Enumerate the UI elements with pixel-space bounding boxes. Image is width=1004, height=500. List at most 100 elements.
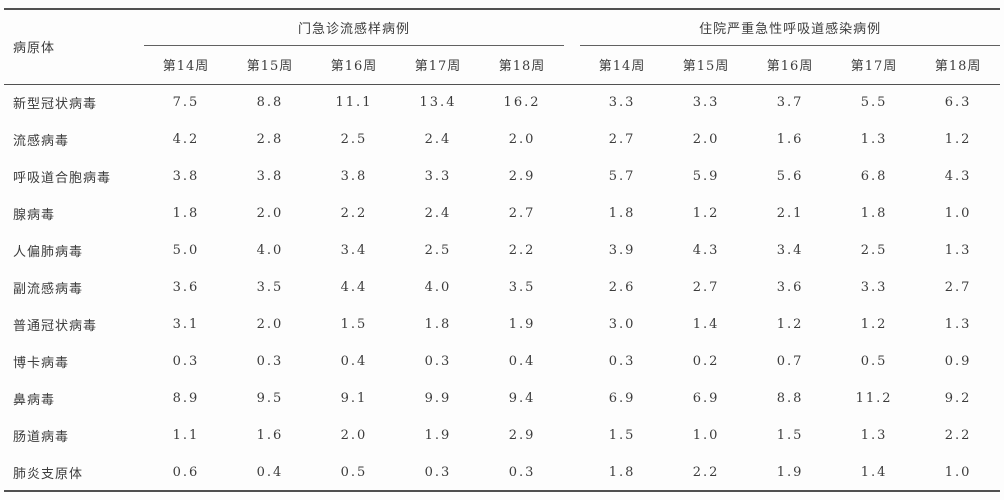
value-cell-outpatient: 2.7 — [508, 206, 536, 221]
value-cell-outpatient: 0.3 — [424, 464, 452, 480]
pathogen-cell: 博卡病毒 — [13, 356, 70, 371]
value-cell-outpatient: 2.4 — [424, 132, 452, 147]
value-cell-hospitalized: 1.2 — [944, 132, 972, 147]
value-cell-outpatient: 3.5 — [256, 280, 284, 295]
value-cell-outpatient: 0.3 — [424, 354, 452, 369]
value-cell-outpatient: 0.4 — [508, 354, 536, 369]
table-row: 博卡病毒 0.3 0.3 0.4 0.3 0.4 0.3 0.2 0.7 0.5 0.9 — [4, 343, 1000, 380]
value-cell-hospitalized: 6.9 — [692, 391, 720, 406]
value-cell-hospitalized: 1.8 — [860, 206, 888, 221]
value-cell-hospitalized: 5.5 — [860, 95, 888, 111]
value-cell-hospitalized: 0.7 — [776, 354, 804, 369]
value-cell-hospitalized: 0.3 — [608, 354, 636, 369]
value-cell-outpatient: 2.5 — [340, 132, 368, 147]
value-cell-outpatient: 2.0 — [508, 132, 536, 147]
value-cell-outpatient: 2.0 — [256, 206, 284, 221]
value-cell-outpatient: 0.4 — [256, 464, 284, 480]
week-header: 第15周 — [228, 45, 312, 85]
value-cell-hospitalized: 1.4 — [692, 317, 720, 332]
value-cell-outpatient: 2.5 — [424, 243, 452, 258]
value-cell-hospitalized: 0.9 — [944, 354, 972, 369]
value-cell-hospitalized: 1.0 — [692, 428, 720, 443]
value-cell-hospitalized: 1.2 — [776, 317, 804, 332]
table-row: 腺病毒 1.8 2.0 2.2 2.4 2.7 1.8 1.2 2.1 1.8 1.0 — [4, 195, 1000, 232]
pathogen-cell: 肺炎支原体 — [13, 466, 84, 482]
value-cell-outpatient: 2.9 — [508, 169, 536, 184]
value-cell-hospitalized: 1.3 — [944, 317, 972, 332]
value-cell-outpatient: 0.4 — [340, 354, 368, 369]
group-gap-spacer — [564, 158, 580, 195]
value-cell-hospitalized: 1.3 — [860, 132, 888, 147]
value-cell-outpatient: 3.6 — [172, 280, 200, 295]
value-cell-hospitalized: 2.2 — [944, 428, 972, 443]
value-cell-outpatient: 2.9 — [508, 428, 536, 443]
table-row: 鼻病毒 8.9 9.5 9.1 9.9 9.4 6.9 6.9 8.8 11.2 9.2 — [4, 380, 1000, 417]
pathogen-cell: 人偏肺病毒 — [13, 245, 84, 260]
value-cell-outpatient: 0.3 — [172, 354, 200, 369]
table-row: 流感病毒 4.2 2.8 2.5 2.4 2.0 2.7 2.0 1.6 1.3 1.2 — [4, 121, 1000, 158]
value-cell-hospitalized: 1.0 — [944, 464, 972, 480]
value-cell-outpatient: 9.1 — [340, 391, 368, 406]
value-cell-outpatient: 3.8 — [340, 169, 368, 184]
group-gap-spacer — [564, 232, 580, 269]
value-cell-outpatient: 3.1 — [172, 317, 200, 332]
group-gap-spacer — [564, 343, 580, 380]
value-cell-hospitalized: 2.1 — [776, 206, 804, 221]
value-cell-outpatient: 2.2 — [340, 206, 368, 221]
value-cell-hospitalized: 1.0 — [944, 206, 972, 221]
pathogen-column-header: 病原体 — [4, 9, 144, 85]
value-cell-outpatient: 3.8 — [256, 169, 284, 184]
table-row: 呼吸道合胞病毒 3.8 3.8 3.8 3.3 2.9 5.7 5.9 5.6 6.8 4.3 — [4, 158, 1000, 195]
value-cell-hospitalized: 1.5 — [776, 428, 804, 443]
group-gap-spacer — [564, 454, 580, 491]
value-cell-outpatient: 8.9 — [172, 391, 200, 406]
value-cell-outpatient: 1.6 — [256, 428, 284, 443]
value-cell-hospitalized: 6.8 — [860, 169, 888, 184]
pathogen-cell: 肠道病毒 — [13, 430, 70, 445]
value-cell-outpatient: 16.2 — [503, 95, 541, 111]
week-header: 第18周 — [916, 45, 1001, 85]
value-cell-hospitalized: 5.9 — [692, 169, 720, 184]
week-header: 第16周 — [312, 45, 396, 85]
value-cell-hospitalized: 0.2 — [692, 354, 720, 369]
group-gap-spacer — [564, 195, 580, 232]
value-cell-hospitalized: 3.3 — [860, 280, 888, 295]
value-cell-hospitalized: 1.3 — [860, 428, 888, 443]
value-cell-hospitalized: 11.2 — [855, 391, 893, 406]
group-header-row: 病原体 门急诊流感样病例 住院严重急性呼吸道感染病例 — [4, 9, 1001, 85]
value-cell-hospitalized: 1.2 — [692, 206, 720, 221]
value-cell-hospitalized: 9.2 — [944, 391, 972, 406]
value-cell-hospitalized: 2.5 — [860, 243, 888, 258]
value-cell-hospitalized: 3.3 — [692, 95, 720, 111]
value-cell-outpatient: 2.4 — [424, 206, 452, 221]
value-cell-hospitalized: 2.6 — [608, 280, 636, 295]
value-cell-outpatient: 3.8 — [172, 169, 200, 184]
value-cell-outpatient: 2.0 — [340, 428, 368, 443]
week-header: 第14周 — [144, 45, 228, 85]
value-cell-outpatient: 9.9 — [424, 391, 452, 406]
pathogen-cell: 副流感病毒 — [13, 282, 84, 297]
value-cell-hospitalized: 3.0 — [608, 317, 636, 332]
value-cell-hospitalized: 3.4 — [776, 243, 804, 258]
value-cell-hospitalized: 1.2 — [860, 317, 888, 332]
value-cell-outpatient: 1.8 — [172, 206, 200, 221]
group-gap-spacer — [564, 84, 580, 121]
value-cell-hospitalized: 3.3 — [608, 95, 636, 111]
table-row: 普通冠状病毒 3.1 2.0 1.5 1.8 1.9 3.0 1.4 1.2 1.2 1.3 — [4, 306, 1000, 343]
pathogen-cell: 呼吸道合胞病毒 — [13, 171, 112, 186]
value-cell-hospitalized: 2.7 — [692, 280, 720, 295]
value-cell-hospitalized: 5.6 — [776, 169, 804, 184]
group-gap-spacer — [564, 269, 580, 306]
value-cell-hospitalized: 2.0 — [692, 132, 720, 147]
value-cell-outpatient: 4.4 — [340, 280, 368, 295]
table-row: 副流感病毒 3.6 3.5 4.4 4.0 3.5 2.6 2.7 3.6 3.3 2.7 — [4, 269, 1000, 306]
value-cell-outpatient: 1.5 — [340, 317, 368, 332]
value-cell-hospitalized: 1.4 — [860, 464, 888, 480]
value-cell-outpatient: 1.9 — [424, 428, 452, 443]
value-cell-outpatient: 0.5 — [340, 464, 368, 480]
value-cell-outpatient: 1.1 — [172, 428, 200, 443]
pathogen-positivity-table: 病原体 门急诊流感样病例 住院严重急性呼吸道感染病例 第14周 第15周 第16… — [4, 8, 1001, 492]
value-cell-hospitalized: 6.3 — [944, 95, 972, 111]
group-gap-spacer — [564, 417, 580, 454]
